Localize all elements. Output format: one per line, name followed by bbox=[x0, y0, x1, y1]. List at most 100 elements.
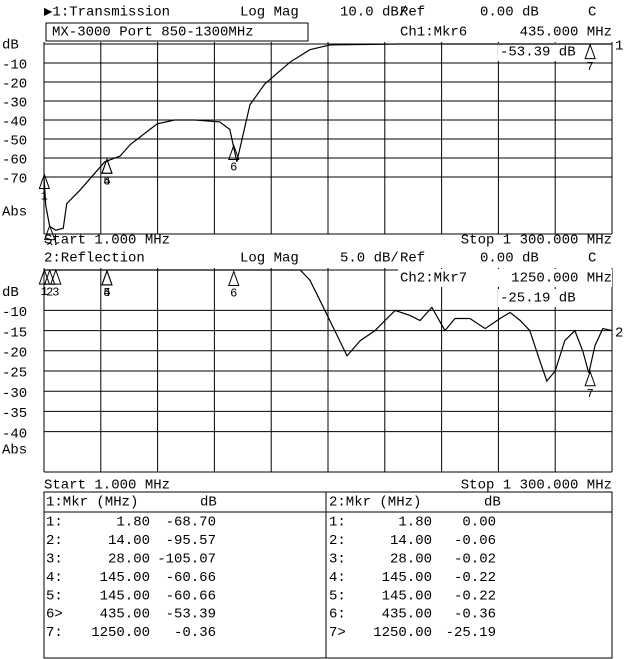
y-tick-label: -10 bbox=[2, 305, 27, 321]
marker bbox=[50, 268, 62, 285]
table-cell: 2: bbox=[46, 533, 63, 549]
table-cell: 7> bbox=[329, 625, 346, 641]
y-tick-label: -30 bbox=[2, 386, 27, 402]
table-cell: 1.80 bbox=[398, 515, 432, 531]
marker bbox=[38, 173, 51, 190]
table-cell: 5: bbox=[46, 588, 63, 604]
marker-name: 1 bbox=[41, 285, 48, 299]
table-cell: 6> bbox=[46, 607, 63, 623]
trace bbox=[44, 269, 613, 383]
y-tick-label: -70 bbox=[2, 172, 27, 188]
marker-name: 5 bbox=[103, 286, 110, 300]
table-cell: 28.00 bbox=[390, 552, 432, 568]
marker-value: -53.39 dB bbox=[500, 45, 576, 61]
table-cell: 28.00 bbox=[108, 552, 150, 568]
table-cell: 6: bbox=[329, 607, 346, 623]
scale: 5.0 dB/ bbox=[340, 251, 399, 267]
table-cell: 435.00 bbox=[100, 607, 150, 623]
ref-label: Ref bbox=[400, 5, 425, 21]
trace bbox=[43, 43, 612, 231]
table-cell: 145.00 bbox=[382, 570, 432, 586]
table-cell: -0.22 bbox=[454, 588, 496, 604]
readout-box bbox=[398, 23, 612, 41]
ref-label: Ref bbox=[400, 251, 425, 267]
marker-name: 1 bbox=[41, 190, 48, 204]
table-cell: 1: bbox=[329, 515, 346, 531]
marker bbox=[228, 269, 240, 286]
marker bbox=[43, 268, 56, 285]
y-tick-label: -35 bbox=[2, 406, 27, 422]
trace-label: 1 bbox=[615, 39, 623, 55]
table-cell: 145.00 bbox=[382, 588, 432, 604]
ref-value: 0.00 dB bbox=[480, 5, 539, 21]
y-unit: dB bbox=[2, 285, 19, 301]
title: ▶1:Transmission bbox=[44, 5, 170, 21]
marker-name: 6 bbox=[230, 161, 237, 175]
marker bbox=[101, 269, 113, 286]
start-label: Start 1.000 MHz bbox=[44, 233, 170, 249]
table-header: 2:Mkr (MHz) bbox=[329, 495, 421, 511]
table-cell: 3: bbox=[46, 552, 63, 568]
table-cell: 1250.00 bbox=[373, 625, 432, 641]
channel-flag: C bbox=[588, 251, 596, 267]
table-frame bbox=[43, 491, 613, 659]
table-cell: 5: bbox=[329, 588, 346, 604]
table-cell: -0.02 bbox=[454, 552, 496, 568]
marker-name: 2 bbox=[46, 241, 53, 255]
y-tick-label: -20 bbox=[2, 346, 27, 362]
y-tick-label: -15 bbox=[2, 325, 27, 341]
marker-name: 4 bbox=[103, 174, 110, 188]
table-cell: 4: bbox=[46, 570, 63, 586]
table-cell: 2: bbox=[329, 533, 346, 549]
table-cell: 1: bbox=[46, 515, 63, 531]
marker-name: 6 bbox=[230, 287, 237, 301]
marker-freq: 1250.000 MHz bbox=[511, 271, 612, 287]
table-cell: -95.57 bbox=[166, 533, 216, 549]
y-tick-label: -10 bbox=[2, 58, 27, 74]
marker-name: 7 bbox=[587, 387, 594, 401]
format: Log Mag bbox=[240, 251, 299, 267]
table-cell: -105.07 bbox=[157, 552, 216, 568]
title: 2:Reflection bbox=[44, 251, 145, 267]
scale: 10.0 dB/ bbox=[340, 5, 407, 21]
table-cell: 435.00 bbox=[382, 607, 432, 623]
table-cell: 14.00 bbox=[108, 533, 150, 549]
subtitle-box bbox=[45, 22, 309, 42]
marker-value: -25.19 dB bbox=[500, 291, 576, 307]
table-cell: 4: bbox=[329, 570, 346, 586]
marker bbox=[228, 143, 240, 160]
table-cell: 145.00 bbox=[100, 570, 150, 586]
table-header: dB bbox=[484, 495, 501, 511]
y-tick-label: -25 bbox=[2, 366, 27, 382]
table-cell: -60.66 bbox=[166, 588, 216, 604]
start-label: Start 1.000 MHz bbox=[44, 478, 170, 494]
marker bbox=[43, 224, 56, 241]
marker bbox=[101, 269, 113, 286]
marker bbox=[101, 157, 113, 174]
table-cell: -68.70 bbox=[166, 515, 216, 531]
y-tick-label: -30 bbox=[2, 96, 27, 112]
channel-flag: C bbox=[588, 5, 596, 21]
stop-label: Stop 1 300.000 MHz bbox=[461, 233, 612, 249]
ref-value: 0.00 dB bbox=[480, 251, 539, 267]
stop-label: Stop 1 300.000 MHz bbox=[461, 478, 612, 494]
y-tick-label: -40 bbox=[2, 426, 27, 442]
table-cell: -0.06 bbox=[454, 533, 496, 549]
table-cell: 3: bbox=[329, 552, 346, 568]
table-cell: -0.22 bbox=[454, 570, 496, 586]
subtitle: MX-3000 Port 850-1300MHz bbox=[52, 25, 254, 41]
table-cell: -0.36 bbox=[174, 625, 216, 641]
marker bbox=[584, 43, 596, 60]
table-header: dB bbox=[200, 495, 217, 511]
table-cell: -25.19 bbox=[446, 625, 496, 641]
y-unit: dB bbox=[2, 38, 19, 54]
readout-box bbox=[398, 269, 612, 287]
format: Log Mag bbox=[240, 5, 299, 21]
table-cell: 7: bbox=[46, 625, 63, 641]
table-cell: -53.39 bbox=[166, 607, 216, 623]
table-cell: 1250.00 bbox=[91, 625, 150, 641]
readout-box bbox=[498, 43, 590, 61]
